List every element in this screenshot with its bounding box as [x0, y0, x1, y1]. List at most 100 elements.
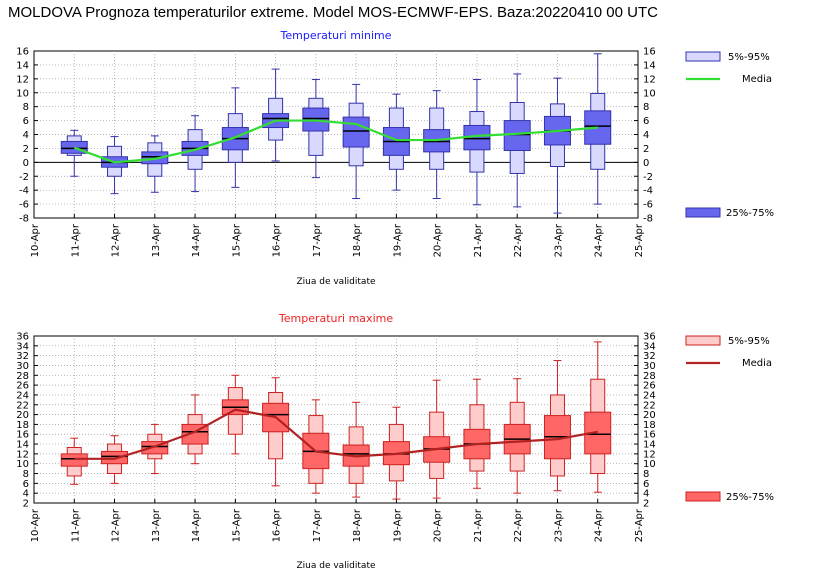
chart1-ytick-label-left: 16: [16, 47, 29, 58]
chart2-ytick-label-left: 32: [16, 351, 29, 362]
chart2-ytick-label-right: 22: [643, 400, 656, 411]
chart1-title: Temperaturi minime: [280, 29, 392, 42]
chart2-ytick-label-left: 36: [16, 332, 29, 343]
chart1-xtick-label: 10-Apr: [30, 223, 41, 257]
chart1-ytick-label-right: 0: [643, 158, 649, 169]
chart2-xtick-label: 14-Apr: [191, 508, 202, 542]
chart2-legend-swatch-outer: [685, 335, 721, 346]
chart2-ytick-label-right: 14: [643, 440, 656, 451]
chart2-ytick-label-left: 14: [16, 440, 29, 451]
chart2-xtick-label: 15-Apr: [231, 508, 242, 542]
chart1-ytick-label-left: 8: [23, 102, 29, 113]
chart1-ytick-label-right: 4: [643, 130, 649, 141]
chart1-xtick-label: 25-Apr: [634, 223, 645, 257]
chart2-ytick-label-right: 20: [643, 410, 656, 421]
chart2-xlabel: Ziua de validitate: [296, 561, 375, 571]
chart2-xtick-label: 13-Apr: [151, 508, 162, 542]
chart1-ytick-label-left: -2: [19, 172, 29, 183]
chart1-ytick-label-right: -6: [643, 200, 653, 211]
chart2-ytick-label-right: 32: [643, 351, 656, 362]
chart2-ytick-label-left: 34: [16, 341, 29, 352]
chart2-ytick-label-left: 6: [23, 479, 29, 490]
chart2-ytick-label-left: 20: [16, 410, 29, 421]
chart1-xlabel: Ziua de validitate: [296, 277, 375, 287]
chart2-ytick-label-right: 10: [643, 459, 656, 470]
chart2-xtick-label: 19-Apr: [392, 508, 403, 542]
chart1-box-25-75: [60, 140, 88, 154]
chart2-xtick-label: 21-Apr: [473, 508, 484, 542]
chart2-ytick-label-right: 26: [643, 381, 656, 392]
chart2-ytick-label-right: 6: [643, 479, 649, 490]
chart1-ytick-label-left: 6: [23, 116, 29, 127]
chart2-ytick-label-right: 2: [643, 499, 649, 510]
chart1-box-25-75: [503, 120, 531, 152]
chart1-ytick-label-left: 0: [23, 158, 29, 169]
chart1-xtick-label: 23-Apr: [553, 223, 564, 257]
chart1-ytick-label-right: 6: [643, 116, 649, 127]
chart2-ytick-label-left: 4: [23, 489, 29, 500]
chart1-xtick-label: 21-Apr: [473, 223, 484, 257]
chart1-ytick-label-left: 2: [23, 144, 29, 155]
chart1-legend-label-mean: Media: [742, 74, 772, 85]
chart2-ytick-label-left: 18: [16, 420, 29, 431]
chart2-ytick-label-right: 36: [643, 332, 656, 343]
chart1-ytick-label-left: 12: [16, 74, 29, 85]
chart1-legend-label-inner: 25%-75%: [726, 208, 774, 219]
chart2-box-25-75: [101, 450, 129, 465]
chart2-xtick-label: 25-Apr: [634, 508, 645, 542]
chart1-xtick-label: 16-Apr: [272, 223, 283, 257]
chart1-legend-swatch-outer: [685, 51, 721, 62]
chart2-ytick-label-right: 12: [643, 449, 656, 460]
chart2-ytick-label-left: 12: [16, 449, 29, 460]
chart2-xtick-label: 22-Apr: [513, 508, 524, 542]
chart1-ytick-label-left: 4: [23, 130, 29, 141]
chart2-xtick-label: 10-Apr: [30, 508, 41, 542]
chart2-ytick-label-left: 10: [16, 459, 29, 470]
chart2-ytick-label-left: 30: [16, 361, 29, 372]
chart1-ytick-label-left: -8: [19, 214, 29, 225]
page-title: MOLDOVA Prognoza temperaturilor extreme.…: [8, 4, 658, 21]
chart2-ytick-label-left: 24: [16, 390, 29, 401]
chart2-plot-frame: [33, 335, 639, 504]
chart1-xtick-label: 22-Apr: [513, 223, 524, 257]
chart1-ytick-label-left: 10: [16, 88, 29, 99]
chart2-ytick-label-right: 24: [643, 390, 656, 401]
chart1-xtick-label: 17-Apr: [312, 223, 323, 257]
chart1-xtick-label: 20-Apr: [433, 223, 444, 257]
chart1-xtick-label: 19-Apr: [392, 223, 403, 257]
chart2-ytick-label-right: 16: [643, 430, 656, 441]
chart2-mean-line: [74, 408, 598, 460]
chart2-ytick-label-left: 16: [16, 430, 29, 441]
chart1-xtick-label: 13-Apr: [151, 223, 162, 257]
chart1-ytick-label-right: -4: [643, 186, 653, 197]
chart1-xtick-label: 15-Apr: [231, 223, 242, 257]
chart2-legend-label-inner: 25%-75%: [726, 492, 774, 503]
chart2-xtick-label: 18-Apr: [352, 508, 363, 542]
chart1-xtick-label: 14-Apr: [191, 223, 202, 257]
chart1-legend-label-outer: 5%-95%: [728, 52, 770, 63]
chart2-ytick-label-left: 28: [16, 371, 29, 382]
chart2-xtick-label: 17-Apr: [312, 508, 323, 542]
chart2-xtick-label: 16-Apr: [272, 508, 283, 542]
chart1-legend-swatch-inner: [685, 207, 721, 218]
chart1-ytick-label-right: 8: [643, 102, 649, 113]
chart1-ytick-label-right: 14: [643, 60, 656, 71]
chart1-xtick-label: 12-Apr: [111, 223, 122, 257]
chart1-xtick-label: 24-Apr: [594, 223, 605, 257]
chart1-ytick-label-right: 16: [643, 47, 656, 58]
chart1-box-25-75: [342, 116, 370, 148]
chart1-ytick-label-right: 12: [643, 74, 656, 85]
chart2-box-25-75: [60, 453, 88, 467]
chart2-title: Temperaturi maxime: [278, 312, 393, 325]
chart2-xtick-label: 24-Apr: [594, 508, 605, 542]
chart2-legend-swatch-inner: [685, 491, 721, 502]
chart1-xtick-label: 18-Apr: [352, 223, 363, 257]
chart2-legend-label-outer: 5%-95%: [728, 336, 770, 347]
chart1-ytick-label-right: -2: [643, 172, 653, 183]
chart2-ytick-label-right: 34: [643, 341, 656, 352]
chart1-ytick-label-right: 2: [643, 144, 649, 155]
chart1-ytick-label-right: 10: [643, 88, 656, 99]
chart1-ytick-label-left: 14: [16, 60, 29, 71]
chart2-ytick-label-right: 4: [643, 489, 649, 500]
